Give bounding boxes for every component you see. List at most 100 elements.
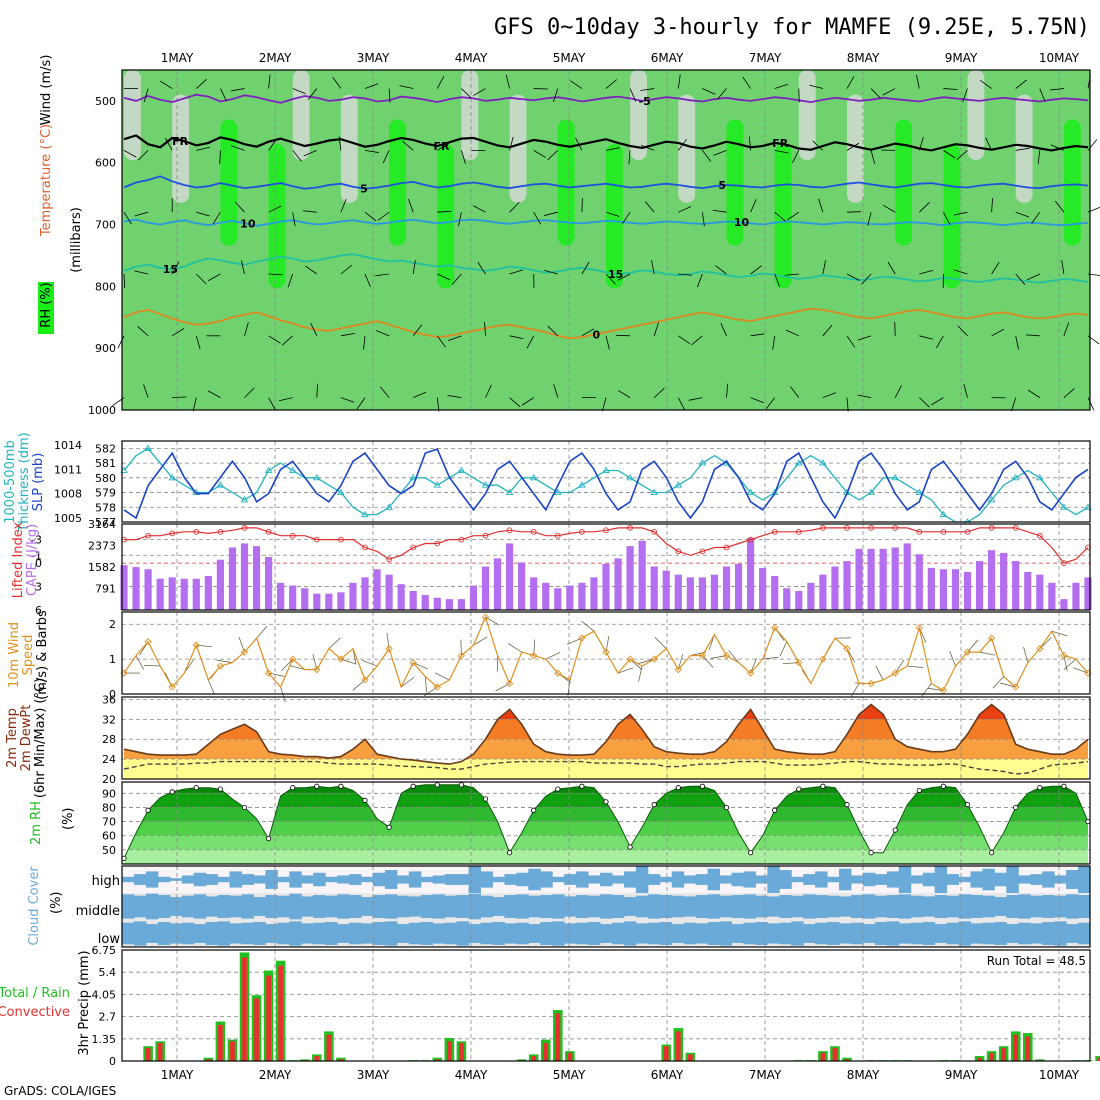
cloud-bar-low: [492, 922, 505, 945]
cloud-bar-high: [217, 876, 231, 883]
cape-bar: [120, 565, 128, 610]
cape-bar: [337, 592, 345, 610]
cloud-bar-middle: [480, 895, 493, 918]
wind-barb: [570, 80, 583, 89]
wind-barb: [472, 205, 486, 213]
cloud-bar-high: [827, 876, 840, 883]
wind-barb: [750, 199, 757, 213]
cloud-bar-high: [671, 871, 685, 888]
wind-barb: [697, 273, 703, 288]
rh-band: [461, 70, 479, 160]
wind-speed-point: [891, 669, 899, 677]
cloud-bar-high: [719, 875, 732, 884]
surface-wind-barb: [256, 625, 268, 639]
cloud-bar-low: [994, 922, 1007, 945]
cloud-bar-high: [193, 872, 207, 887]
cloud-bar-middle: [1078, 895, 1091, 918]
cloud-bar-low: [396, 924, 410, 943]
cloud-bar-high: [492, 876, 505, 883]
wind-speed-point: [481, 613, 490, 621]
cloud-bar-low: [528, 924, 541, 943]
rh-point: [1037, 785, 1043, 791]
cloud-bar-low: [122, 922, 135, 945]
cloud-bar-middle: [623, 897, 637, 916]
wind-speed-point: [1036, 645, 1044, 653]
cloud-bar-middle: [349, 895, 362, 918]
cape-bar: [433, 597, 441, 610]
precip-conv-bar: [145, 1047, 151, 1061]
cape-bar: [1012, 561, 1020, 610]
wind-barb: [171, 328, 185, 337]
wind-speed-point: [385, 645, 393, 653]
wind-speed-line: [123, 615, 1089, 692]
rh-point: [796, 786, 802, 792]
cloud-bar-high: [540, 871, 553, 888]
cloud-bar-low: [827, 922, 840, 945]
rh-point: [940, 783, 947, 789]
cloud-bar-low: [552, 921, 565, 946]
cloud-bar-low: [576, 922, 589, 945]
cloud-bar-high: [934, 866, 948, 893]
wind-barb: [195, 335, 201, 350]
label-cloud-high: high: [92, 874, 120, 889]
cloud-bar-high: [265, 870, 278, 889]
cloud-bar-high: [910, 875, 924, 884]
cloud-bar-middle: [970, 895, 983, 918]
precip-conv-bar: [459, 1042, 464, 1061]
wind-barb: [340, 397, 355, 403]
surface-wind-barb: [424, 676, 427, 693]
li-tick-0: 0: [35, 557, 42, 570]
slp-line: [123, 448, 1089, 520]
cloud-bar-high: [420, 876, 434, 883]
wind-barb: [748, 136, 751, 151]
wind-barb: [617, 273, 631, 281]
cloud-bar-middle: [576, 895, 589, 918]
wind-barb: [742, 76, 751, 89]
cloud-bar-low: [1018, 922, 1031, 945]
lifted-index-point: [627, 525, 633, 531]
cape-bar: [626, 546, 634, 610]
cape-bar: [301, 588, 309, 610]
wind-barb: [231, 145, 245, 151]
wind-barb: [160, 80, 173, 89]
surface-wind-barb: [992, 676, 1004, 689]
wind-barb: [784, 273, 799, 276]
rh-band: [268, 144, 286, 289]
li-tick-3: 3: [35, 581, 42, 594]
rh-tick-50: 50: [102, 844, 116, 857]
cloud-bar-middle: [659, 895, 673, 918]
cloud-bar-middle: [1018, 894, 1031, 919]
wind-barb: [388, 88, 391, 103]
wind-barb: [332, 76, 342, 89]
precip-tick-5.4: 5.4: [99, 966, 117, 979]
surface-wind-barb: [361, 660, 378, 667]
cape-bar: [493, 558, 502, 610]
wind-tick-1: 1: [109, 653, 116, 666]
slp-tick-1011: 1011: [54, 463, 82, 476]
precip-conv-bar: [338, 1059, 344, 1061]
cloud-bar-low: [958, 921, 971, 946]
cloud-bar-high: [886, 871, 900, 888]
cloud-bar-high: [1054, 875, 1067, 884]
cloud-bar-low: [886, 921, 900, 946]
cloud-bar-middle: [695, 895, 709, 918]
contour-label-5: 5: [718, 179, 726, 192]
temp-tick-20: 20: [102, 773, 116, 786]
wind-barb: [790, 386, 800, 398]
wind-barb: [526, 335, 535, 349]
thickness-point: [361, 510, 369, 518]
cloud-bar-low: [193, 924, 207, 943]
wind-barb: [377, 211, 390, 221]
wind-barb: [720, 322, 727, 336]
cape-bar: [361, 577, 369, 610]
day-label-9MAY: 9MAY: [945, 51, 978, 65]
cape-bar: [518, 562, 526, 610]
thickness-point: [674, 481, 683, 488]
wind-barb: [230, 88, 245, 92]
cloud-bar-low: [946, 922, 960, 945]
wind-speed-point: [264, 669, 273, 677]
wind-barb: [870, 88, 882, 99]
cloud-bar-high: [922, 872, 936, 887]
lifted-index-point: [145, 532, 151, 539]
rh-band: [798, 70, 816, 160]
